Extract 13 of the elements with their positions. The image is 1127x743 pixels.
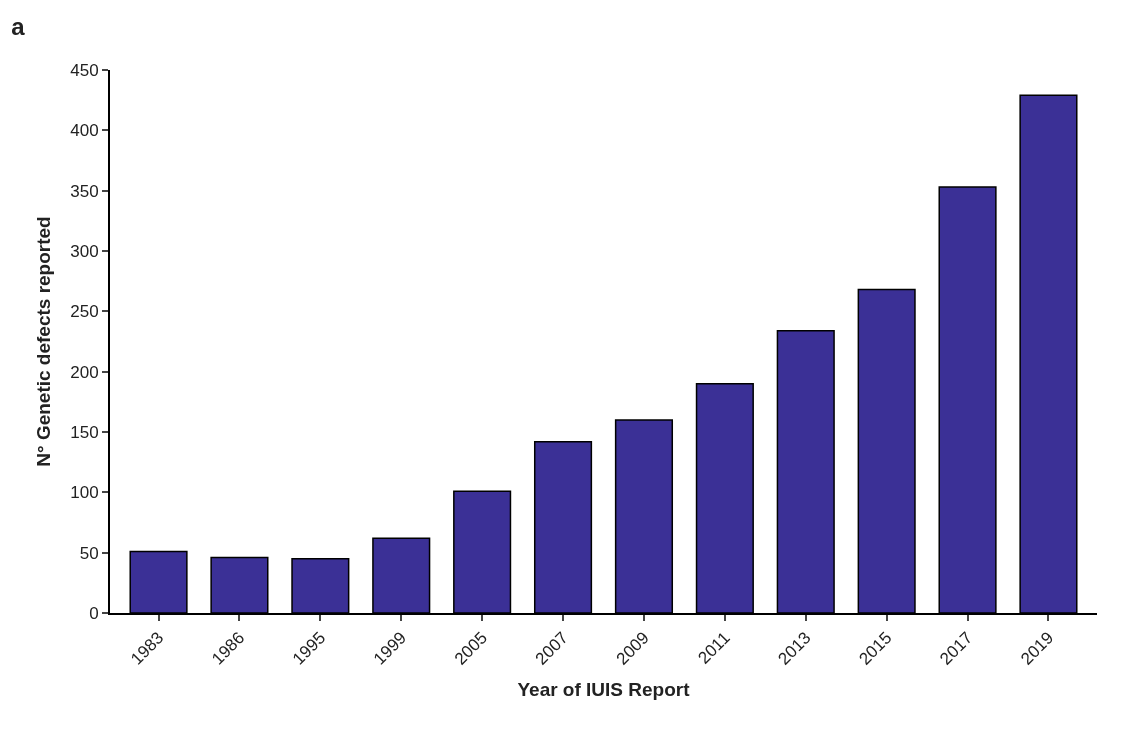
chart-title: a — [11, 13, 26, 41]
y-axis-title: N° Genetic defects reported — [32, 216, 54, 467]
x-axis-title: Year of IUIS Report — [517, 678, 691, 700]
y-tick-label: 100 — [70, 483, 99, 503]
y-tick-label: 150 — [70, 422, 99, 442]
y-tick-label: 400 — [70, 121, 99, 141]
y-tick-label: 300 — [70, 241, 99, 261]
y-tick-label: 350 — [70, 181, 99, 201]
y-tick-label: 250 — [70, 302, 99, 322]
y-tick-label: 0 — [89, 603, 99, 623]
y-tick-label: 200 — [70, 362, 99, 382]
y-tick-label: 50 — [79, 543, 99, 563]
y-tick-label: 450 — [70, 60, 99, 80]
